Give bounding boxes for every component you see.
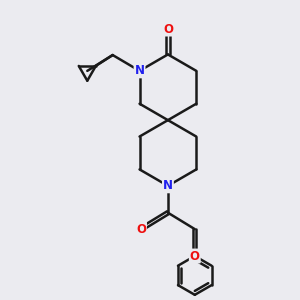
Text: O: O — [163, 22, 173, 36]
Text: N: N — [163, 179, 173, 192]
Text: N: N — [134, 64, 145, 77]
Text: O: O — [190, 250, 200, 262]
Text: O: O — [136, 223, 146, 236]
